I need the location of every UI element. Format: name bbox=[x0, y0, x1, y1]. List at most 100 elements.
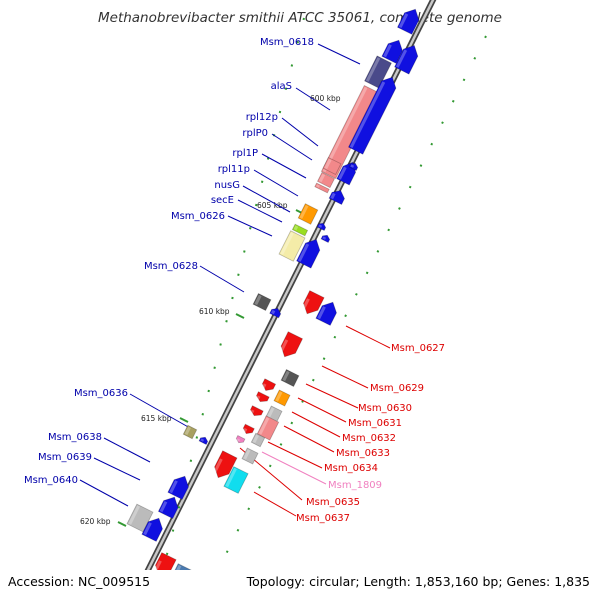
gene-fwd-8-highlight bbox=[271, 309, 276, 315]
gene-msm0629-highlight bbox=[282, 370, 290, 382]
gene-label-msm0636: Msm_0636 bbox=[74, 388, 128, 399]
gene-label-alas: alaS bbox=[271, 81, 292, 92]
gene-fwd-10-highlight bbox=[200, 438, 205, 442]
tick-label-620: 620 kbp bbox=[80, 517, 111, 526]
tick-label-615: 615 kbp bbox=[141, 414, 172, 423]
gene-label-rplp0: rplP0 bbox=[242, 128, 268, 139]
gene-fwd-5-highlight bbox=[318, 224, 323, 228]
gene-label-msm0630: Msm_0630 bbox=[358, 403, 412, 414]
gene-msm0628-highlight bbox=[254, 294, 262, 306]
gene-msm0636-highlight bbox=[184, 426, 191, 436]
gene-label-msm0640: Msm_0640 bbox=[24, 475, 78, 486]
gene-label-msm0618: Msm_0618 bbox=[260, 37, 314, 48]
tick-labels: 600 kbp 605 kbp 610 kbp 615 kbp 620 kbp bbox=[80, 94, 341, 527]
gene-msm0633-highlight bbox=[258, 417, 270, 435]
gene-label-msm0637: Msm_0637 bbox=[296, 513, 350, 524]
gene-rev-1-highlight bbox=[278, 339, 289, 354]
gene-fwd-5 bbox=[316, 222, 327, 232]
gene-label-msm0634: Msm_0634 bbox=[324, 463, 378, 474]
gene-msm0635 bbox=[241, 447, 259, 465]
gene-fwd-outer-1-highlight bbox=[395, 49, 408, 68]
gene-msm0637 bbox=[214, 450, 238, 479]
gene-label-msm0638: Msm_0638 bbox=[48, 432, 102, 443]
gene-alas-highlight bbox=[322, 86, 368, 173]
gene-msm0626-highlight bbox=[280, 232, 294, 255]
gene-label-msm0635: Msm_0635 bbox=[306, 497, 360, 508]
gene-msm1809-highlight bbox=[236, 438, 241, 442]
gene-msm0618-a bbox=[381, 39, 403, 64]
gene-rpl1p bbox=[314, 182, 330, 194]
gene-msm0629 bbox=[280, 368, 300, 388]
gene-rev-5-highlight bbox=[153, 560, 162, 574]
gene-msm0633 bbox=[256, 415, 280, 441]
gene-rev-3 bbox=[250, 405, 264, 417]
gene-rev-4-highlight bbox=[243, 427, 248, 433]
gene-rev-4 bbox=[242, 423, 255, 435]
gene-msm0634 bbox=[250, 432, 266, 448]
gene-label-msm0629: Msm_0629 bbox=[370, 383, 424, 394]
gene-msm0619-highlight bbox=[365, 57, 381, 82]
gene-nusg bbox=[297, 203, 319, 225]
gene-fwd-outer-1 bbox=[394, 44, 419, 75]
gene-features bbox=[126, 8, 420, 600]
gene-label-nusg: nusG bbox=[214, 180, 240, 191]
gene-rev-2 bbox=[256, 391, 270, 403]
gene-msm0630 bbox=[261, 378, 277, 391]
gene-rev-1 bbox=[280, 331, 304, 358]
gene-fwd-6-highlight bbox=[322, 236, 327, 240]
map-title: Methanobrevibacter smithii ATCC 35061, c… bbox=[98, 10, 502, 26]
gene-fwd-8 bbox=[269, 307, 282, 319]
gene-msm0626 bbox=[278, 230, 306, 262]
gene-msm0637-cyan bbox=[223, 466, 249, 494]
gene-msm0640-highlight bbox=[128, 505, 140, 525]
gene-fwd-11 bbox=[141, 517, 163, 542]
gene-label-rpl1p: rpl1P bbox=[232, 148, 258, 159]
gene-msm0631-highlight bbox=[275, 391, 283, 402]
gene-label-msm0627: Msm_0627 bbox=[391, 343, 445, 354]
footer-background bbox=[0, 570, 600, 600]
accession-text: Accession: NC_009515 bbox=[8, 574, 150, 589]
gene-msm0631 bbox=[273, 389, 291, 407]
gene-label-msm0632: Msm_0632 bbox=[342, 433, 396, 444]
gene-fwd-3-highlight bbox=[330, 192, 336, 200]
gene-sece-highlight bbox=[293, 225, 299, 231]
gene-labels-right: Msm_0627 Msm_0629 Msm_0630 Msm_0631 Msm_… bbox=[296, 343, 445, 524]
gene-msm1809 bbox=[235, 434, 246, 444]
gene-rev-3-highlight bbox=[250, 409, 255, 414]
gene-fwd-11-highlight bbox=[143, 522, 152, 536]
topology-text: Topology: circular; Length: 1,853,160 bp… bbox=[246, 574, 590, 589]
gene-fwd-2-highlight bbox=[338, 166, 347, 180]
gene-fwd-6 bbox=[320, 234, 331, 244]
gene-msm0618-a-highlight bbox=[383, 44, 392, 58]
gene-rplp0-highlight bbox=[318, 173, 326, 183]
gene-label-sece: secE bbox=[211, 195, 234, 206]
gene-msm0627-highlight bbox=[301, 298, 310, 312]
gene-rpl12p bbox=[322, 156, 342, 176]
gene-alas-fwd-highlight bbox=[349, 81, 386, 148]
gene-msm0627 bbox=[303, 290, 325, 315]
gene-msm0628 bbox=[252, 292, 272, 312]
gene-msm0639 bbox=[157, 496, 179, 520]
tick-label-605: 605 kbp bbox=[257, 201, 288, 210]
gene-msm0635-highlight bbox=[243, 449, 251, 460]
label-connectors bbox=[79, 43, 391, 517]
gene-label-msm0633: Msm_0633 bbox=[336, 448, 390, 459]
gene-alas-fwd bbox=[347, 76, 397, 155]
gene-nusg-highlight bbox=[299, 205, 309, 219]
gene-msm0638-highlight bbox=[169, 480, 178, 494]
gene-label-msm0639: Msm_0639 bbox=[38, 452, 92, 463]
gene-rev-2-highlight bbox=[256, 395, 261, 400]
gene-labels-left: Msm_0618 alaS rpl12p rplP0 rpl1P rpl11p … bbox=[24, 37, 314, 486]
gene-msm0637-highlight bbox=[212, 458, 223, 475]
gene-msm0639-highlight bbox=[159, 501, 168, 513]
gene-fwd-7-highlight bbox=[297, 243, 310, 262]
gene-msm0638 bbox=[167, 475, 189, 500]
tick-label-600: 600 kbp bbox=[310, 94, 341, 103]
gene-fwd-3 bbox=[328, 190, 345, 206]
gene-label-msm0628: Msm_0628 bbox=[144, 261, 198, 272]
gene-msm0630-highlight bbox=[261, 383, 267, 389]
gene-label-msm1809: Msm_1809 bbox=[328, 480, 382, 491]
gene-label-rpl11p: rpl11p bbox=[218, 164, 250, 175]
gene-fwd-4 bbox=[348, 162, 359, 172]
